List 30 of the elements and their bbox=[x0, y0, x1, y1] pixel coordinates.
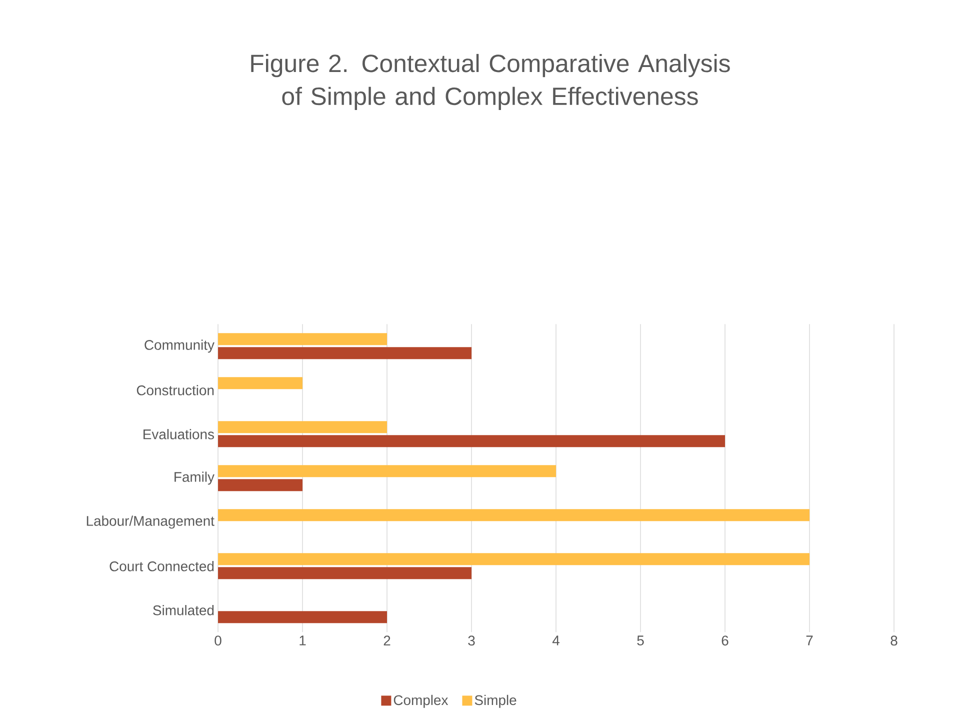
x-tick-label: 4 bbox=[552, 635, 560, 646]
bar bbox=[218, 508, 810, 521]
y-tick-label: Labour/Management bbox=[86, 515, 214, 528]
legend-label: Simple bbox=[474, 694, 516, 708]
bar bbox=[218, 420, 388, 433]
y-tick-label: Court Connected bbox=[110, 560, 214, 572]
y-tick-label: Community bbox=[144, 339, 214, 352]
x-tick-label: 7 bbox=[806, 635, 813, 646]
bar bbox=[218, 434, 726, 447]
x-tick-label: 6 bbox=[722, 635, 728, 646]
y-tick-label: Construction bbox=[136, 384, 214, 396]
x-tick-label: 0 bbox=[214, 635, 222, 646]
legend-label: Complex bbox=[394, 694, 448, 708]
x-tick-label: 1 bbox=[300, 635, 306, 646]
bar bbox=[218, 610, 388, 623]
y-tick-label: Family bbox=[174, 471, 214, 484]
x-tick-label: 8 bbox=[890, 635, 898, 646]
bar bbox=[218, 566, 472, 579]
x-tick-label: 2 bbox=[384, 635, 390, 646]
bar bbox=[218, 552, 810, 565]
y-tick-label: Evaluations bbox=[144, 428, 214, 440]
x-tick-label: 3 bbox=[468, 635, 475, 646]
x-tick-label: 5 bbox=[637, 635, 644, 646]
bar bbox=[218, 332, 388, 345]
bar bbox=[218, 346, 472, 359]
bar bbox=[218, 464, 556, 477]
bar bbox=[218, 478, 303, 491]
chart-title: Figure 2. Contextual Comparative Analysis of Simple and Complex Effectiveness bbox=[251, 54, 730, 110]
y-tick-label: Simulated bbox=[153, 604, 214, 616]
bar bbox=[218, 376, 303, 389]
